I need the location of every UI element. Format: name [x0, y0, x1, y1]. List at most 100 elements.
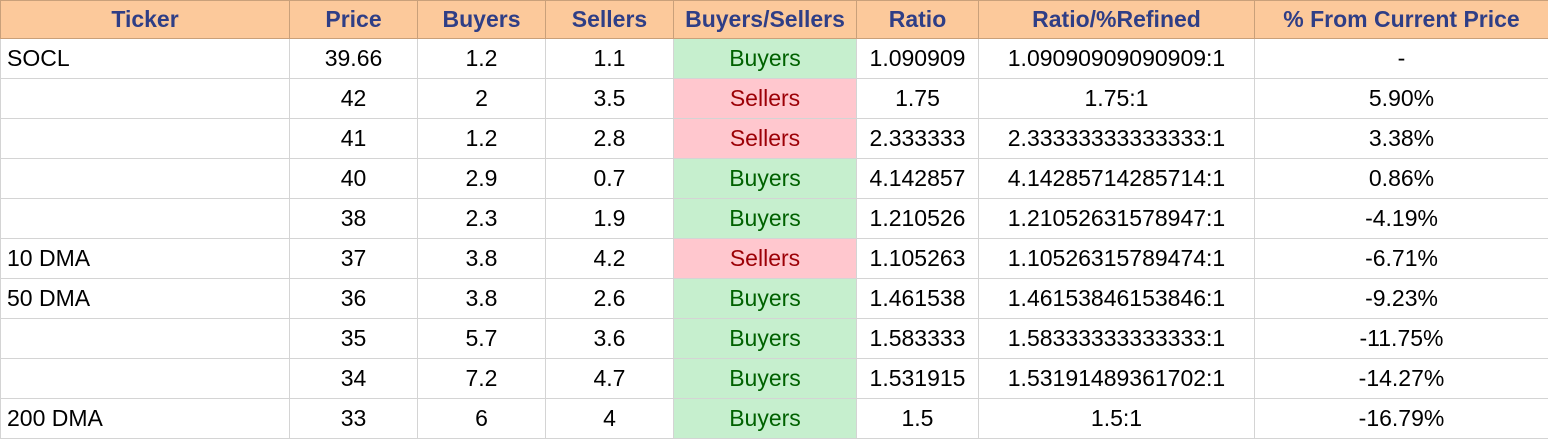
cell-ratio[interactable]: 1.583333 — [857, 319, 979, 359]
header-row: Ticker Price Buyers Sellers Buyers/Selle… — [1, 1, 1548, 39]
cell-ratio[interactable]: 1.75 — [857, 79, 979, 119]
cell-buyers-sellers[interactable]: Sellers — [674, 119, 857, 159]
cell-pct-from-current[interactable]: 0.86% — [1255, 159, 1548, 199]
cell-ratio[interactable]: 1.531915 — [857, 359, 979, 399]
header-buyers[interactable]: Buyers — [418, 1, 546, 39]
cell-sellers[interactable]: 4 — [546, 399, 674, 439]
cell-ratio[interactable]: 2.333333 — [857, 119, 979, 159]
cell-sellers[interactable]: 4.7 — [546, 359, 674, 399]
header-sellers[interactable]: Sellers — [546, 1, 674, 39]
cell-pct-from-current[interactable]: -4.19% — [1255, 199, 1548, 239]
cell-price[interactable]: 36 — [290, 279, 418, 319]
header-price[interactable]: Price — [290, 1, 418, 39]
cell-ticker[interactable] — [1, 319, 290, 359]
cell-buyers-sellers[interactable]: Buyers — [674, 319, 857, 359]
cell-buyers-sellers[interactable]: Buyers — [674, 359, 857, 399]
header-ticker[interactable]: Ticker — [1, 1, 290, 39]
cell-ratio-refined[interactable]: 1.58333333333333:1 — [979, 319, 1255, 359]
cell-sellers[interactable]: 2.8 — [546, 119, 674, 159]
cell-ratio-refined[interactable]: 1.09090909090909:1 — [979, 39, 1255, 79]
header-pct-from-current[interactable]: % From Current Price — [1255, 1, 1548, 39]
cell-buyers[interactable]: 2.3 — [418, 199, 546, 239]
cell-sellers[interactable]: 0.7 — [546, 159, 674, 199]
cell-buyers[interactable]: 2 — [418, 79, 546, 119]
cell-price[interactable]: 39.66 — [290, 39, 418, 79]
cell-ratio-refined[interactable]: 1.21052631578947:1 — [979, 199, 1255, 239]
cell-ratio[interactable]: 1.210526 — [857, 199, 979, 239]
header-ratio[interactable]: Ratio — [857, 1, 979, 39]
cell-price[interactable]: 37 — [290, 239, 418, 279]
header-ratio-refined[interactable]: Ratio/%Refined — [979, 1, 1255, 39]
cell-sellers[interactable]: 1.1 — [546, 39, 674, 79]
cell-ticker[interactable]: 200 DMA — [1, 399, 290, 439]
cell-ratio[interactable]: 1.461538 — [857, 279, 979, 319]
cell-pct-from-current[interactable]: -11.75% — [1255, 319, 1548, 359]
cell-ratio-refined[interactable]: 1.46153846153846:1 — [979, 279, 1255, 319]
cell-ratio[interactable]: 4.142857 — [857, 159, 979, 199]
cell-ticker[interactable]: 50 DMA — [1, 279, 290, 319]
cell-buyers-sellers[interactable]: Buyers — [674, 39, 857, 79]
cell-ticker[interactable] — [1, 199, 290, 239]
cell-sellers[interactable]: 3.6 — [546, 319, 674, 359]
cell-buyers-sellers[interactable]: Sellers — [674, 79, 857, 119]
cell-ticker[interactable] — [1, 159, 290, 199]
cell-price[interactable]: 41 — [290, 119, 418, 159]
cell-price[interactable]: 42 — [290, 79, 418, 119]
cell-buyers-sellers[interactable]: Buyers — [674, 159, 857, 199]
cell-buyers-sellers[interactable]: Buyers — [674, 199, 857, 239]
cell-buyers[interactable]: 2.9 — [418, 159, 546, 199]
cell-buyers[interactable]: 7.2 — [418, 359, 546, 399]
cell-pct-from-current[interactable]: -9.23% — [1255, 279, 1548, 319]
cell-price[interactable]: 34 — [290, 359, 418, 399]
cell-ratio-refined[interactable]: 2.33333333333333:1 — [979, 119, 1255, 159]
cell-price[interactable]: 35 — [290, 319, 418, 359]
cell-buyers-sellers[interactable]: Buyers — [674, 279, 857, 319]
cell-ratio[interactable]: 1.090909 — [857, 39, 979, 79]
cell-ratio-refined[interactable]: 1.5:1 — [979, 399, 1255, 439]
cell-price[interactable]: 33 — [290, 399, 418, 439]
cell-sellers[interactable]: 2.6 — [546, 279, 674, 319]
cell-ratio-refined[interactable]: 1.10526315789474:1 — [979, 239, 1255, 279]
cell-pct-from-current[interactable]: - — [1255, 39, 1548, 79]
cell-ratio-refined[interactable]: 1.75:1 — [979, 79, 1255, 119]
cell-sellers[interactable]: 3.5 — [546, 79, 674, 119]
cell-ticker[interactable]: 10 DMA — [1, 239, 290, 279]
cell-buyers-sellers[interactable]: Sellers — [674, 239, 857, 279]
cell-pct-from-current[interactable]: 5.90% — [1255, 79, 1548, 119]
cell-pct-from-current[interactable]: 3.38% — [1255, 119, 1548, 159]
cell-buyers[interactable]: 5.7 — [418, 319, 546, 359]
cell-sellers[interactable]: 1.9 — [546, 199, 674, 239]
cell-buyers[interactable]: 6 — [418, 399, 546, 439]
cell-buyers[interactable]: 3.8 — [418, 279, 546, 319]
cell-ratio[interactable]: 1.5 — [857, 399, 979, 439]
cell-ticker[interactable] — [1, 119, 290, 159]
cell-ticker[interactable]: SOCL — [1, 39, 290, 79]
cell-ticker[interactable] — [1, 359, 290, 399]
cell-ticker[interactable] — [1, 79, 290, 119]
cell-buyers[interactable]: 1.2 — [418, 39, 546, 79]
cell-price[interactable]: 38 — [290, 199, 418, 239]
cell-ratio-refined[interactable]: 4.14285714285714:1 — [979, 159, 1255, 199]
cell-buyers[interactable]: 3.8 — [418, 239, 546, 279]
cell-ratio-refined[interactable]: 1.53191489361702:1 — [979, 359, 1255, 399]
cell-buyers[interactable]: 1.2 — [418, 119, 546, 159]
cell-ratio[interactable]: 1.105263 — [857, 239, 979, 279]
cell-sellers[interactable]: 4.2 — [546, 239, 674, 279]
cell-buyers-sellers[interactable]: Buyers — [674, 399, 857, 439]
cell-pct-from-current[interactable]: -6.71% — [1255, 239, 1548, 279]
cell-price[interactable]: 40 — [290, 159, 418, 199]
cell-pct-from-current[interactable]: -14.27% — [1255, 359, 1548, 399]
header-buyers-sellers[interactable]: Buyers/Sellers — [674, 1, 857, 39]
cell-pct-from-current[interactable]: -16.79% — [1255, 399, 1548, 439]
